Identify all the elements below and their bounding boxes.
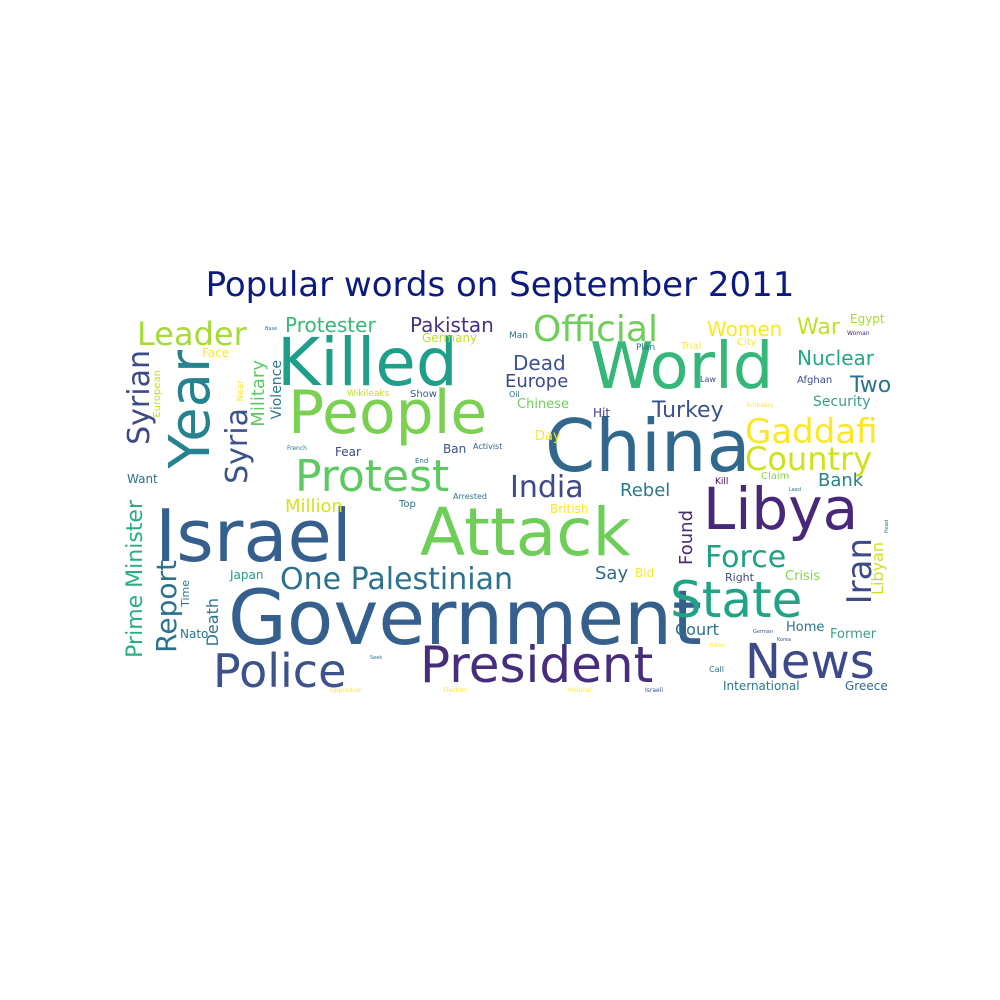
- word-force: Force: [705, 540, 787, 575]
- word-turkey: Turkey: [652, 398, 724, 423]
- word-news: News: [745, 634, 875, 690]
- word-killed: Killed: [277, 324, 458, 401]
- word-european: European: [152, 370, 163, 418]
- word-want: Want: [127, 472, 158, 486]
- word-court: Court: [675, 620, 719, 639]
- word-election: Election: [443, 687, 467, 694]
- word-right: Right: [725, 571, 754, 584]
- word-call: Call: [709, 665, 724, 674]
- word-lead: Lead: [789, 487, 802, 493]
- word-activist: Activist: [473, 442, 503, 451]
- word-europe: Europe: [505, 371, 569, 392]
- word-pakistan: Pakistan: [410, 313, 494, 337]
- word-syrian: Syrian: [122, 350, 157, 445]
- word-bid: Bid: [635, 566, 655, 580]
- word-say: Say: [595, 563, 629, 584]
- word-president: President: [420, 636, 654, 694]
- word-protester: Protester: [285, 313, 376, 337]
- word-libyan: Libyan: [868, 542, 887, 595]
- word-home: Home: [786, 620, 825, 635]
- word-oil: Oil: [509, 390, 520, 399]
- word-million: Million: [285, 496, 343, 517]
- word-german: German: [753, 629, 774, 635]
- word-time: Time: [179, 580, 192, 607]
- word-germany: Germany: [422, 331, 478, 345]
- word-arrested: Arrested: [453, 492, 487, 501]
- word-political: Political: [568, 687, 592, 694]
- word-nuclear: Nuclear: [797, 346, 874, 370]
- word-hit: Hit: [593, 406, 611, 420]
- word-show: Show: [410, 389, 437, 400]
- word-one-palestinian: One Palestinian: [280, 562, 514, 597]
- word-egypt: Egypt: [850, 312, 885, 326]
- word-israel: Israel: [155, 494, 352, 578]
- word-libya: Libya: [703, 475, 859, 543]
- word-plan: Plan: [636, 343, 656, 353]
- word-korea: Korea: [777, 637, 792, 643]
- word-opposition: Opposition: [330, 687, 363, 694]
- word-gaddafi: Gaddafi: [745, 412, 878, 452]
- word-fear: Fear: [335, 445, 361, 459]
- word-face: Face: [202, 346, 230, 360]
- word-security: Security: [813, 394, 871, 410]
- word-kill: Kill: [715, 477, 729, 487]
- word-police: Police: [213, 644, 347, 698]
- word-prime-minister: Prime Minister: [123, 500, 148, 658]
- word-state: State: [670, 571, 803, 629]
- word-government: Government: [228, 573, 702, 662]
- word-embassy: Embassy: [747, 402, 774, 409]
- word-israeli: Israeli: [645, 687, 664, 694]
- word-women: Women: [707, 317, 783, 341]
- word-top: Top: [399, 499, 416, 510]
- word-seek: Seek: [370, 655, 383, 661]
- word-city: City: [737, 337, 757, 348]
- word-former: Former: [830, 627, 877, 642]
- word-violence: Violence: [269, 360, 285, 420]
- word-ban: Ban: [443, 442, 467, 456]
- word-end: End: [415, 457, 429, 465]
- word-trial: Trial: [681, 341, 702, 352]
- word-claim: Claim: [761, 471, 790, 482]
- word-people: People: [288, 378, 488, 448]
- word-military: Military: [248, 360, 269, 427]
- word-cloud: Government Israel Attack China World Killed Pe…: [122, 309, 895, 700]
- word-greece: Greece: [845, 679, 888, 693]
- word-near: Near: [236, 380, 246, 402]
- word-law: Law: [700, 375, 716, 384]
- word-billion: Billion: [710, 643, 726, 649]
- word-wikileaks: Wikileaks: [347, 389, 390, 399]
- word-base: Base: [265, 326, 278, 332]
- chart-title: Popular words on September 2011: [205, 265, 795, 305]
- word-world: World: [590, 330, 774, 404]
- word-crisis: Crisis: [785, 569, 821, 584]
- word-man: Man: [509, 331, 528, 341]
- word-woman: Woman: [847, 330, 870, 337]
- word-british: British: [550, 502, 589, 516]
- word-report: Report: [150, 560, 183, 653]
- word-leader: Leader: [137, 315, 247, 353]
- word-india: India: [510, 470, 584, 505]
- word-two: Two: [850, 373, 892, 398]
- word-nato: Nato: [180, 627, 209, 641]
- word-found: Found: [676, 510, 697, 565]
- word-china: China: [545, 404, 751, 488]
- word-country: Country: [745, 440, 873, 478]
- word-chinese: Chinese: [517, 397, 569, 412]
- word-day: Day: [535, 429, 561, 444]
- word-french: French: [287, 445, 307, 452]
- word-war: War: [797, 315, 840, 340]
- word-rebel: Rebel: [620, 480, 671, 501]
- word-attack: Attack: [420, 494, 631, 571]
- word-international: International: [723, 679, 800, 693]
- word-japan: Japan: [230, 568, 264, 582]
- word-dead: Dead: [513, 351, 566, 375]
- word-protest: Protest: [295, 451, 450, 502]
- word-official: Official: [533, 309, 658, 350]
- word-afghan: Afghan: [797, 375, 833, 386]
- word-year: Year: [158, 350, 223, 469]
- word-bank: Bank: [818, 470, 864, 491]
- word-head: Head: [884, 520, 890, 534]
